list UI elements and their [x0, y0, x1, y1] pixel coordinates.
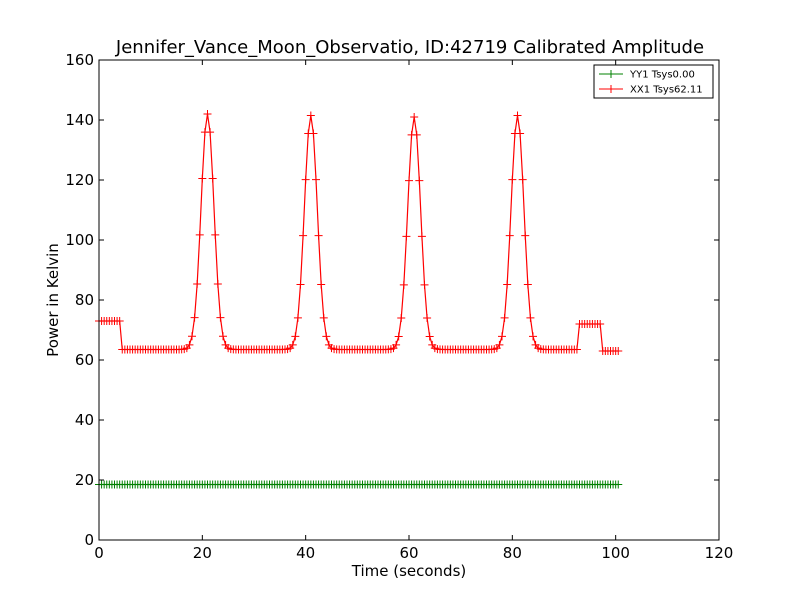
data-point	[319, 313, 328, 322]
data-point	[317, 280, 326, 289]
data-point	[208, 174, 217, 183]
y-tick-label: 40	[75, 411, 94, 429]
data-point	[185, 340, 194, 349]
y-tick-label: 120	[65, 171, 94, 189]
data-point	[508, 175, 517, 184]
x-tick-label: 20	[193, 544, 212, 562]
legend-label-yy1: YY1 Tsys0.00	[629, 70, 695, 81]
data-point	[614, 480, 623, 489]
data-point	[397, 314, 406, 323]
y-tick-label: 20	[75, 471, 94, 489]
data-point	[394, 332, 403, 341]
data-point	[523, 280, 532, 289]
y-tick-label: 160	[65, 51, 94, 69]
x-tick-label: 80	[503, 544, 522, 562]
data-point	[516, 129, 525, 138]
y-tick-label: 60	[75, 351, 94, 369]
data-point	[526, 313, 535, 322]
x-tick-label: 120	[705, 544, 734, 562]
data-point	[198, 174, 207, 183]
data-point	[219, 332, 227, 341]
data-point	[203, 110, 212, 118]
x-axis-label: Time (seconds)	[351, 562, 467, 580]
y-tick-label: 0	[84, 531, 94, 549]
axes: 0 20 40 60 80 100 120 0 20 40 60 80 100 120 140 160	[65, 51, 733, 562]
series-markers-xx1	[95, 110, 623, 355]
data-point	[518, 175, 527, 184]
data-point	[405, 176, 413, 185]
data-point	[211, 230, 220, 239]
x-tick-label: 60	[399, 544, 418, 562]
data-point	[505, 231, 514, 240]
y-tick-label: 140	[65, 111, 94, 129]
data-point	[195, 230, 204, 239]
data-point	[399, 280, 408, 289]
legend-label-xx1: XX1 Tsys62.11	[630, 85, 703, 96]
data-point	[312, 175, 320, 184]
data-point	[412, 130, 421, 139]
plot-frame	[98, 59, 720, 541]
data-point	[423, 314, 432, 323]
data-point	[420, 280, 429, 289]
data-point	[314, 231, 323, 240]
data-point	[425, 332, 434, 341]
data-point	[392, 340, 401, 349]
data-point	[301, 175, 310, 184]
data-point	[596, 320, 605, 328]
data-point	[213, 280, 222, 289]
legend-marker-yy1	[607, 70, 615, 78]
series-markers-yy1	[95, 480, 623, 489]
data-point	[309, 129, 318, 138]
data-point	[216, 313, 225, 322]
legend-marker-xx1	[607, 85, 615, 93]
data-point	[529, 332, 537, 341]
x-tick-label: 40	[296, 544, 315, 562]
data-point	[500, 313, 509, 322]
data-point	[614, 347, 623, 355]
data-point	[288, 340, 297, 349]
y-tick-label: 100	[65, 231, 94, 249]
data-point	[417, 232, 426, 241]
data-point	[193, 280, 202, 289]
legend-box	[593, 64, 714, 99]
data-point	[115, 317, 124, 325]
data-point	[188, 332, 196, 341]
data-point	[513, 111, 522, 120]
chart-title: Jennifer_Vance_Moon_Observatio, ID:42719…	[115, 37, 704, 58]
data-point	[415, 176, 424, 185]
legend: YY1 Tsys0.00 XX1 Tsys62.11	[593, 64, 714, 99]
data-point	[296, 280, 305, 289]
data-point	[291, 332, 300, 341]
x-tick-label: 100	[601, 544, 630, 562]
plot-area	[95, 110, 623, 489]
x-tick-label: 0	[94, 544, 104, 562]
data-point	[498, 332, 506, 341]
data-point	[521, 231, 530, 240]
data-point	[306, 111, 315, 120]
data-point	[410, 113, 419, 121]
data-point	[293, 313, 302, 322]
series-line-xx1	[99, 113, 619, 352]
data-point	[503, 280, 512, 289]
y-tick-label: 80	[75, 291, 94, 309]
data-point	[495, 340, 504, 349]
data-point	[572, 345, 581, 354]
data-point	[402, 232, 411, 241]
data-point	[322, 332, 331, 341]
data-point	[190, 313, 199, 322]
y-axis-label: Power in Kelvin	[44, 243, 62, 357]
data-point	[299, 231, 308, 240]
data-point	[206, 128, 215, 137]
